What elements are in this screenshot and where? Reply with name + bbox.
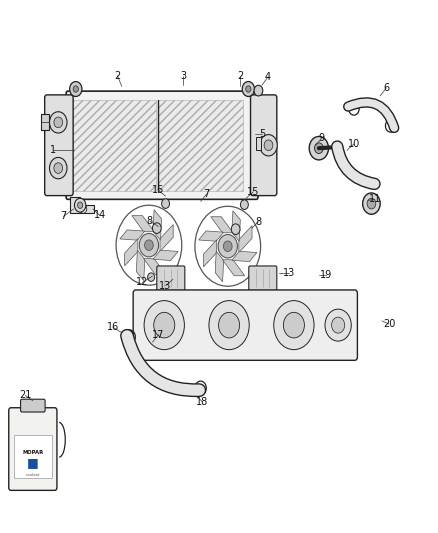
Text: 2: 2 [237,71,243,80]
Polygon shape [132,216,154,232]
Text: 3: 3 [180,71,186,80]
Text: 7: 7 [204,189,210,199]
Circle shape [218,235,237,258]
Polygon shape [215,251,224,282]
Circle shape [260,134,277,156]
Text: 19: 19 [320,270,332,280]
Circle shape [148,273,155,281]
Circle shape [80,205,87,213]
Bar [14,435,52,478]
Text: 20: 20 [383,319,395,329]
FancyBboxPatch shape [9,408,57,490]
Circle shape [240,200,248,209]
Text: 8: 8 [255,217,261,227]
Text: 21: 21 [19,391,32,400]
Circle shape [162,199,170,208]
Circle shape [314,143,323,154]
Text: 13: 13 [159,281,172,290]
Circle shape [219,312,240,338]
Circle shape [367,198,376,209]
Circle shape [246,86,251,92]
Circle shape [242,82,254,96]
Polygon shape [125,239,138,266]
Circle shape [54,163,63,173]
Circle shape [144,301,184,350]
Polygon shape [153,250,178,261]
Polygon shape [160,224,173,252]
Circle shape [70,82,82,96]
Bar [70,100,156,191]
FancyBboxPatch shape [21,399,45,412]
Text: 15: 15 [152,185,164,195]
Text: 5: 5 [259,130,265,139]
Polygon shape [223,260,245,276]
Circle shape [145,240,153,251]
Polygon shape [198,231,224,241]
Text: 10: 10 [348,139,360,149]
Circle shape [139,233,159,257]
Circle shape [74,198,86,212]
Circle shape [49,112,67,133]
Text: 14: 14 [94,211,106,220]
Polygon shape [239,225,252,253]
Text: 7: 7 [60,212,67,221]
Circle shape [209,301,249,350]
Polygon shape [153,209,162,240]
FancyBboxPatch shape [157,266,185,290]
Circle shape [78,202,83,208]
Text: 1: 1 [50,146,57,155]
Text: 13: 13 [283,268,295,278]
FancyBboxPatch shape [251,95,277,196]
Text: 6: 6 [383,83,389,93]
Polygon shape [144,259,166,274]
Polygon shape [232,211,240,241]
Polygon shape [136,250,145,281]
Circle shape [49,157,67,179]
Circle shape [363,193,380,214]
Text: 15: 15 [247,187,259,197]
Text: coolant: coolant [25,473,40,478]
Circle shape [223,241,232,252]
Text: 8: 8 [147,216,153,226]
Text: 17: 17 [152,330,165,340]
Circle shape [264,140,273,150]
Text: 4: 4 [265,72,271,82]
Text: 16: 16 [107,322,119,332]
Polygon shape [211,217,233,233]
FancyBboxPatch shape [45,95,73,196]
Text: MOPAR: MOPAR [22,450,43,455]
Polygon shape [70,197,94,213]
Circle shape [152,223,161,233]
Circle shape [231,224,240,235]
Text: 12: 12 [136,278,148,287]
Bar [158,100,244,191]
FancyBboxPatch shape [249,266,277,290]
Polygon shape [120,230,145,240]
Bar [256,137,261,150]
Text: 9: 9 [319,133,325,142]
Circle shape [274,301,314,350]
Circle shape [73,86,78,92]
Circle shape [283,312,304,338]
Polygon shape [232,251,257,262]
Polygon shape [204,240,217,267]
Circle shape [254,85,263,96]
Text: 2: 2 [114,71,120,80]
Circle shape [332,317,345,333]
Circle shape [325,309,351,341]
Text: ■: ■ [27,456,39,470]
Bar [41,114,49,130]
FancyBboxPatch shape [66,91,258,199]
Circle shape [309,136,328,160]
Circle shape [154,312,175,338]
Circle shape [54,117,63,128]
Text: 18: 18 [196,397,208,407]
FancyBboxPatch shape [133,290,357,360]
Text: 11: 11 [369,195,381,204]
